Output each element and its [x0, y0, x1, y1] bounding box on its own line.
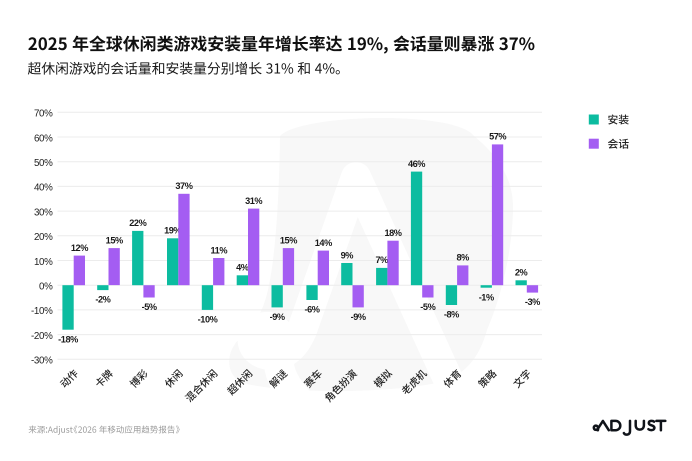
- svg-text:-6%: -6%: [305, 305, 320, 315]
- svg-text:9%: 9%: [341, 250, 354, 260]
- svg-text:46%: 46%: [408, 159, 425, 169]
- svg-text:30%: 30%: [34, 207, 53, 218]
- svg-text:7%: 7%: [376, 255, 389, 265]
- svg-text:-9%: -9%: [351, 312, 366, 322]
- svg-text:70%: 70%: [34, 109, 53, 120]
- svg-text:40%: 40%: [34, 183, 53, 194]
- svg-text:4%: 4%: [236, 263, 249, 273]
- svg-text:15%: 15%: [280, 235, 297, 245]
- svg-text:8%: 8%: [457, 253, 470, 263]
- svg-text:0%: 0%: [39, 282, 53, 293]
- svg-text:2%: 2%: [515, 268, 528, 278]
- svg-text:-10%: -10%: [31, 306, 53, 317]
- svg-text:-18%: -18%: [58, 334, 78, 344]
- svg-text:-8%: -8%: [444, 310, 459, 320]
- svg-text:31%: 31%: [245, 196, 262, 206]
- svg-text:-10%: -10%: [198, 315, 218, 325]
- svg-text:-3%: -3%: [525, 297, 540, 307]
- svg-text:11%: 11%: [211, 245, 228, 255]
- svg-text:20%: 20%: [34, 232, 53, 243]
- svg-text:22%: 22%: [129, 218, 146, 228]
- svg-text:-5%: -5%: [142, 302, 157, 312]
- svg-text:-20%: -20%: [31, 331, 53, 342]
- svg-text:-5%: -5%: [420, 302, 435, 312]
- svg-text:-30%: -30%: [31, 356, 53, 367]
- svg-text:50%: 50%: [34, 158, 53, 169]
- svg-text:-2%: -2%: [95, 295, 110, 305]
- svg-text:18%: 18%: [384, 228, 401, 238]
- svg-text:19%: 19%: [164, 226, 181, 236]
- svg-text:-1%: -1%: [479, 292, 494, 302]
- svg-text:37%: 37%: [175, 181, 192, 191]
- svg-text:14%: 14%: [315, 238, 332, 248]
- svg-text:60%: 60%: [34, 133, 53, 144]
- svg-text:15%: 15%: [106, 235, 123, 245]
- svg-text:57%: 57%: [489, 132, 506, 142]
- svg-text:12%: 12%: [71, 243, 88, 253]
- svg-text:-9%: -9%: [270, 312, 285, 322]
- svg-text:10%: 10%: [34, 257, 53, 268]
